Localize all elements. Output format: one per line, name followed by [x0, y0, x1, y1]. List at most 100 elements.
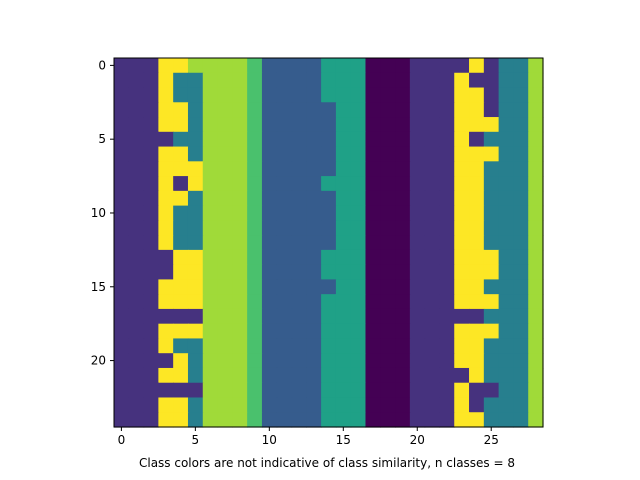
- heatmap-cell: [424, 412, 441, 428]
- heatmap-cell: [128, 176, 145, 192]
- heatmap-cell: [454, 308, 470, 325]
- heatmap-cell: [261, 308, 278, 325]
- heatmap-cell: [483, 58, 500, 74]
- y-tick-label: 10: [91, 206, 106, 220]
- heatmap-cell: [380, 161, 396, 177]
- heatmap-cell: [454, 397, 470, 413]
- heatmap-cell: [365, 353, 381, 369]
- heatmap-cell: [469, 264, 485, 280]
- heatmap-cell: [306, 190, 322, 207]
- heatmap-cell: [187, 190, 204, 207]
- heatmap-cell: [202, 72, 219, 89]
- heatmap-cell: [247, 131, 263, 148]
- heatmap-cell: [232, 249, 248, 266]
- heatmap-cell: [187, 220, 204, 236]
- heatmap-cell: [173, 131, 189, 148]
- heatmap-cell: [321, 382, 337, 399]
- heatmap-cell: [365, 397, 381, 413]
- heatmap-cell: [335, 161, 352, 177]
- heatmap-cell: [513, 72, 529, 89]
- y-tick-label: 5: [98, 132, 106, 146]
- heatmap-cell: [114, 397, 130, 413]
- heatmap-cell: [247, 58, 263, 74]
- heatmap-cell: [439, 264, 455, 280]
- heatmap-cell: [217, 308, 233, 325]
- heatmap-cells: [114, 58, 544, 428]
- heatmap-cell: [380, 190, 396, 207]
- heatmap-cell: [158, 294, 174, 310]
- heatmap-cell: [217, 279, 233, 295]
- heatmap-cell: [409, 220, 426, 236]
- heatmap-cell: [513, 87, 529, 103]
- heatmap-cell: [321, 235, 337, 251]
- heatmap-cell: [143, 412, 159, 428]
- heatmap-cell: [128, 308, 145, 325]
- heatmap-cell: [395, 264, 411, 280]
- heatmap-cell: [158, 412, 174, 428]
- x-tick-label: 0: [118, 433, 126, 447]
- heatmap-cell: [158, 323, 174, 340]
- heatmap-cell: [232, 205, 248, 221]
- heatmap-cell: [395, 87, 411, 103]
- heatmap-cell: [217, 412, 233, 428]
- heatmap-cell: [306, 176, 322, 192]
- heatmap-cell: [232, 382, 248, 399]
- heatmap-cell: [306, 412, 322, 428]
- heatmap-cell: [350, 249, 367, 266]
- heatmap-cell: [409, 397, 426, 413]
- heatmap-cell: [128, 412, 145, 428]
- heatmap-cell: [528, 264, 544, 280]
- heatmap-cell: [528, 412, 544, 428]
- heatmap-cell: [261, 205, 278, 221]
- heatmap-cell: [395, 205, 411, 221]
- heatmap-cell: [365, 264, 381, 280]
- heatmap-cell: [498, 190, 515, 207]
- heatmap-cell: [276, 235, 293, 251]
- heatmap-cell: [380, 308, 396, 325]
- heatmap-cell: [114, 308, 130, 325]
- heatmap-cell: [306, 279, 322, 295]
- heatmap-cell: [439, 58, 455, 74]
- heatmap-cell: [528, 279, 544, 295]
- heatmap-cell: [173, 176, 189, 192]
- heatmap-cell: [469, 235, 485, 251]
- heatmap-cell: [424, 279, 441, 295]
- heatmap-cell: [114, 146, 130, 162]
- heatmap-cell: [232, 102, 248, 118]
- heatmap-cell: [469, 58, 485, 74]
- heatmap-cell: [409, 87, 426, 103]
- heatmap-cell: [276, 87, 293, 103]
- heatmap-cell: [276, 102, 293, 118]
- heatmap-cell: [187, 58, 204, 74]
- heatmap-cell: [380, 117, 396, 133]
- heatmap-cell: [365, 58, 381, 74]
- heatmap-cell: [483, 117, 500, 133]
- heatmap-cell: [483, 146, 500, 162]
- heatmap-cell: [454, 87, 470, 103]
- y-tick-label: 15: [91, 280, 106, 294]
- heatmap-cell: [143, 220, 159, 236]
- heatmap-cell: [380, 205, 396, 221]
- heatmap-cell: [187, 146, 204, 162]
- heatmap-cell: [350, 161, 367, 177]
- heatmap-cell: [395, 131, 411, 148]
- heatmap-cell: [454, 249, 470, 266]
- heatmap-cell: [306, 161, 322, 177]
- heatmap-cell: [291, 190, 307, 207]
- heatmap-cell: [261, 131, 278, 148]
- heatmap-cell: [513, 235, 529, 251]
- heatmap-cell: [424, 220, 441, 236]
- heatmap-cell: [439, 205, 455, 221]
- heatmap-cell: [158, 190, 174, 207]
- heatmap-cell: [335, 87, 352, 103]
- heatmap-cell: [469, 205, 485, 221]
- heatmap-cell: [187, 102, 204, 118]
- heatmap-cell: [469, 279, 485, 295]
- heatmap-cell: [128, 279, 145, 295]
- heatmap-cell: [306, 235, 322, 251]
- heatmap-cell: [261, 58, 278, 74]
- heatmap-cell: [395, 382, 411, 399]
- heatmap-cell: [424, 72, 441, 89]
- heatmap-cell: [217, 102, 233, 118]
- heatmap-cell: [365, 308, 381, 325]
